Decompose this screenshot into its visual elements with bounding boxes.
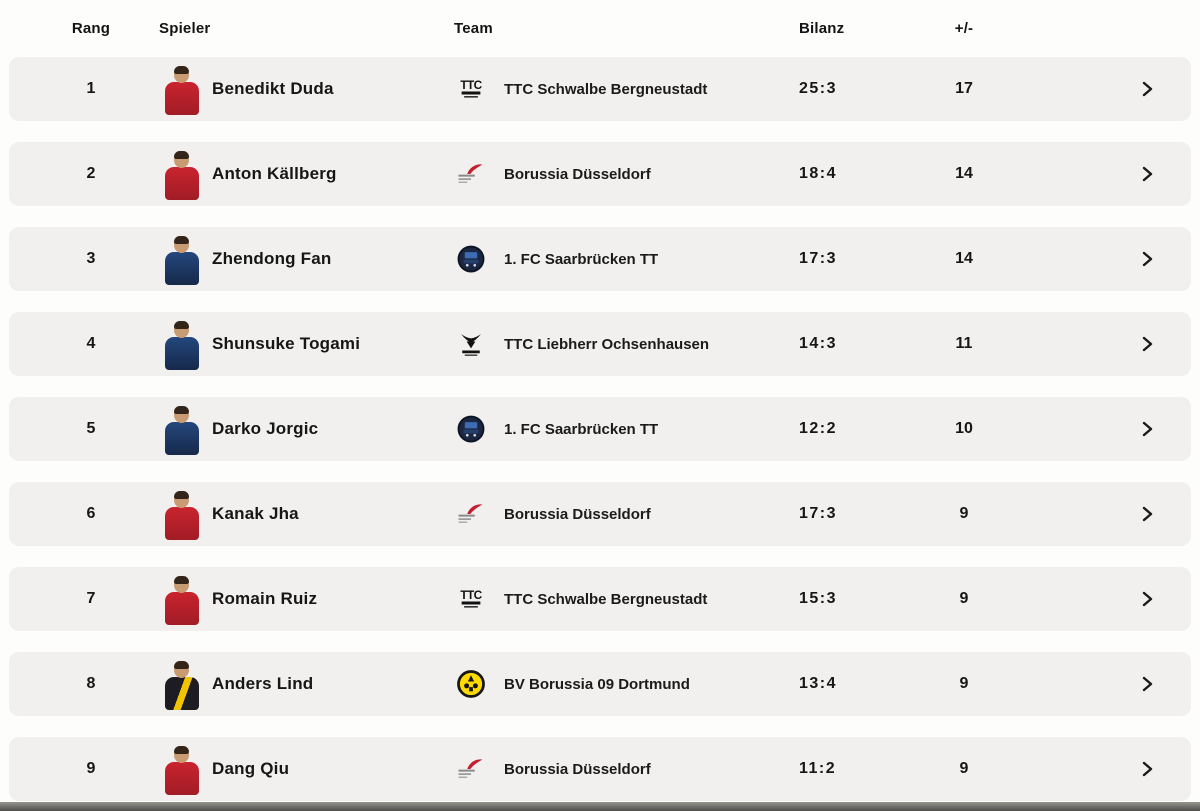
team-name: Borussia Düsseldorf <box>504 165 651 183</box>
rank-value: 1 <box>86 80 96 97</box>
record-value: 14:3 <box>799 335 838 352</box>
player-avatar <box>163 151 201 202</box>
player-avatar <box>163 406 201 457</box>
player-avatar <box>163 236 201 287</box>
record-value: 17:3 <box>799 505 838 522</box>
duesseldorf-logo <box>455 753 487 785</box>
player-name: Shunsuke Togami <box>212 334 361 353</box>
record-value: 17:3 <box>799 250 838 267</box>
record-value: 25:3 <box>799 80 838 97</box>
team-name: BV Borussia 09 Dortmund <box>504 675 690 693</box>
table-header: Rang Spieler Team Bilanz +/- <box>9 0 1191 57</box>
rank-value: 4 <box>86 335 96 352</box>
dortmund-logo <box>455 668 487 700</box>
plusminus-value: 9 <box>959 675 969 692</box>
plusminus-value: 9 <box>959 590 969 607</box>
plusminus-value: 9 <box>959 505 969 522</box>
plusminus-value: 11 <box>955 335 973 352</box>
player-name: Benedikt Duda <box>212 79 334 98</box>
plusminus-value: 17 <box>955 80 973 97</box>
team-name: 1. FC Saarbrücken TT <box>504 420 659 438</box>
header-rang: Rang <box>71 20 111 37</box>
player-name: Dang Qiu <box>212 759 290 778</box>
header-spieler: Spieler <box>159 20 211 37</box>
duesseldorf-logo <box>455 158 487 190</box>
player-name: Kanak Jha <box>212 504 299 523</box>
plusminus-value: 9 <box>959 760 969 777</box>
team-name: Borussia Düsseldorf <box>504 505 651 523</box>
player-avatar <box>163 746 201 797</box>
rank-value: 6 <box>86 505 96 522</box>
chevron-right-icon[interactable] <box>1137 674 1157 694</box>
table-row[interactable]: 5 Darko Jorgic 1. FC Saarbrücken TT 12:2… <box>9 397 1191 461</box>
player-avatar <box>163 576 201 627</box>
chevron-right-icon[interactable] <box>1137 589 1157 609</box>
header-plusminus: +/- <box>954 20 974 37</box>
chevron-right-icon[interactable] <box>1137 419 1157 439</box>
player-name: Darko Jorgic <box>212 419 319 438</box>
player-avatar <box>163 661 201 712</box>
team-name: 1. FC Saarbrücken TT <box>504 250 659 268</box>
saarbruecken-logo <box>455 243 487 275</box>
player-avatar <box>163 491 201 542</box>
rank-value: 7 <box>86 590 96 607</box>
chevron-right-icon[interactable] <box>1137 164 1157 184</box>
team-name: Borussia Düsseldorf <box>504 760 651 778</box>
chevron-right-icon[interactable] <box>1137 249 1157 269</box>
rank-value: 9 <box>86 760 96 777</box>
plusminus-value: 14 <box>955 250 973 267</box>
rank-value: 3 <box>86 250 96 267</box>
bottom-band <box>0 802 1200 811</box>
svg-text:TTC: TTC <box>460 588 482 602</box>
record-value: 15:3 <box>799 590 838 607</box>
record-value: 13:4 <box>799 675 838 692</box>
player-name: Anton Källberg <box>212 164 337 183</box>
plusminus-value: 10 <box>955 420 973 437</box>
team-name: TTC Schwalbe Bergneustadt <box>504 590 708 608</box>
player-name: Anders Lind <box>212 674 314 693</box>
chevron-right-icon[interactable] <box>1137 334 1157 354</box>
table-row[interactable]: 8 Anders Lind BV Borussia 09 Dortmund 13… <box>9 652 1191 716</box>
table-row[interactable]: 9 Dang Qiu Borussia Düsseldorf 11:2 9 <box>9 737 1191 801</box>
player-avatar <box>163 321 201 372</box>
table-row[interactable]: 3 Zhendong Fan 1. FC Saarbrücken TT 17:3… <box>9 227 1191 291</box>
player-name: Romain Ruiz <box>212 589 318 608</box>
ranking-table: 1 Benedikt Duda TTC TTC Schwalbe Bergneu… <box>0 57 1200 801</box>
chevron-right-icon[interactable] <box>1137 79 1157 99</box>
record-value: 11:2 <box>799 760 837 777</box>
team-name: TTC Schwalbe Bergneustadt <box>504 80 708 98</box>
chevron-right-icon[interactable] <box>1137 504 1157 524</box>
table-row[interactable]: 7 Romain Ruiz TTC TTC Schwalbe Bergneust… <box>9 567 1191 631</box>
player-name: Zhendong Fan <box>212 249 332 268</box>
player-avatar <box>163 66 201 117</box>
table-row[interactable]: 4 Shunsuke Togami TTC Liebherr Ochsenhau… <box>9 312 1191 376</box>
record-value: 18:4 <box>799 165 838 182</box>
ochsenhausen-logo <box>455 328 487 360</box>
bergneustadt-logo: TTC <box>455 583 487 615</box>
saarbruecken-logo <box>455 413 487 445</box>
rank-value: 8 <box>86 675 96 692</box>
header-team: Team <box>454 20 493 37</box>
rank-value: 5 <box>86 420 96 437</box>
team-name: TTC Liebherr Ochsenhausen <box>504 335 710 353</box>
svg-text:TTC: TTC <box>460 78 482 92</box>
duesseldorf-logo <box>455 498 487 530</box>
bergneustadt-logo: TTC <box>455 73 487 105</box>
header-bilanz: Bilanz <box>799 20 845 37</box>
record-value: 12:2 <box>799 420 838 437</box>
table-row[interactable]: 6 Kanak Jha Borussia Düsseldorf 17:3 9 <box>9 482 1191 546</box>
rank-value: 2 <box>86 165 96 182</box>
chevron-right-icon[interactable] <box>1137 759 1157 779</box>
table-row[interactable]: 1 Benedikt Duda TTC TTC Schwalbe Bergneu… <box>9 57 1191 121</box>
plusminus-value: 14 <box>955 165 973 182</box>
table-row[interactable]: 2 Anton Källberg Borussia Düsseldorf 18:… <box>9 142 1191 206</box>
